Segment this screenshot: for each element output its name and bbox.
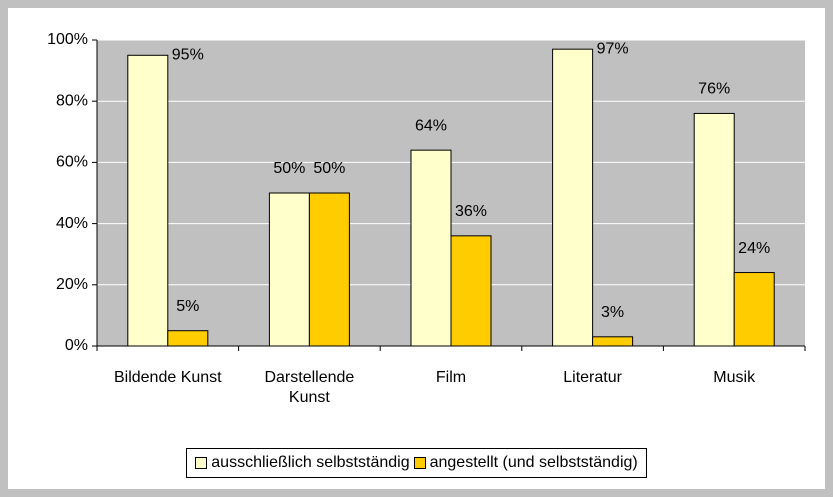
x-tick-label: Literatur xyxy=(563,369,622,386)
y-tick-label: 0% xyxy=(65,337,88,354)
legend-box: ausschließlich selbstständig angestellt (… xyxy=(186,448,647,478)
bar xyxy=(268,192,310,347)
data-label: 64% xyxy=(415,117,447,134)
data-label: 50% xyxy=(313,160,345,177)
x-tick-label: Bildende Kunst xyxy=(113,369,222,386)
bar xyxy=(693,112,735,347)
data-label: 36% xyxy=(455,203,487,220)
legend-label: ausschließlich selbstständig xyxy=(211,454,410,471)
bar xyxy=(733,272,775,347)
legend-swatch xyxy=(413,457,426,469)
data-label: 5% xyxy=(176,298,199,315)
x-tick-label: Film xyxy=(435,369,467,386)
bar xyxy=(308,192,350,347)
data-label: 97% xyxy=(597,40,629,57)
bar xyxy=(167,330,209,347)
y-tick-label: 80% xyxy=(56,92,88,109)
data-label: 76% xyxy=(698,81,730,98)
legend: ausschließlich selbstständig angestellt (… xyxy=(0,448,833,478)
legend-label: angestellt (und selbstständig) xyxy=(429,454,638,471)
bar xyxy=(450,235,492,347)
data-label: 3% xyxy=(601,304,624,321)
y-tick-label: 100% xyxy=(47,31,88,48)
bar xyxy=(552,48,594,347)
legend-entry: ausschließlich selbstständig xyxy=(195,454,410,472)
legend-swatch xyxy=(195,457,208,469)
bar xyxy=(592,336,634,347)
bar xyxy=(410,149,452,347)
legend-entry: angestellt (und selbstständig) xyxy=(413,454,638,472)
y-tick-label: 20% xyxy=(56,276,88,293)
y-tick-label: 60% xyxy=(56,154,88,171)
x-tick-label: Darstellende Kunst xyxy=(264,369,355,406)
data-label: 95% xyxy=(172,47,204,64)
bar xyxy=(127,54,169,347)
x-tick-label: Musik xyxy=(713,369,756,386)
data-label: 50% xyxy=(273,160,305,177)
data-label: 24% xyxy=(738,240,770,257)
y-tick-label: 40% xyxy=(56,215,88,232)
